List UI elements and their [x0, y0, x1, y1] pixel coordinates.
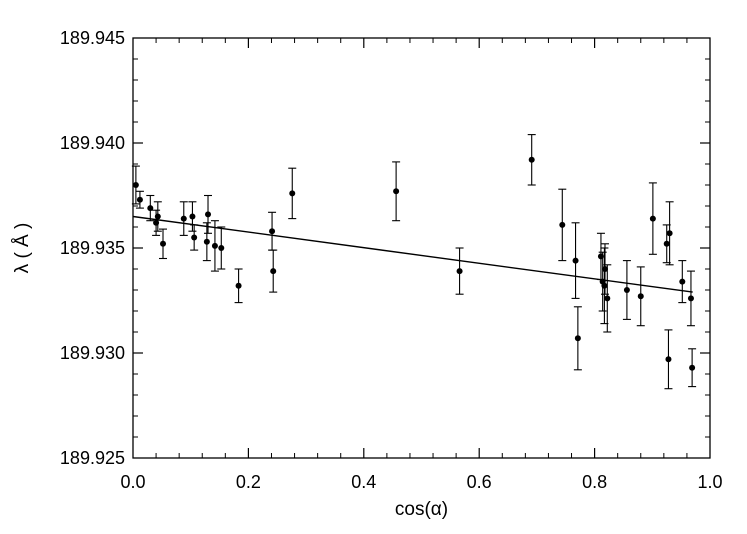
data-point-group: [648, 182, 657, 255]
data-point-group: [190, 224, 199, 251]
y-tick-label: 189.940: [60, 133, 125, 153]
x-tick-label: 0.6: [467, 472, 492, 492]
data-point: [456, 268, 463, 275]
data-point-group: [188, 201, 197, 232]
data-point: [637, 293, 644, 300]
data-point: [601, 282, 608, 289]
data-point: [235, 282, 242, 289]
data-point: [289, 190, 296, 197]
data-point-group: [678, 260, 687, 304]
data-point-group: [217, 226, 226, 270]
data-point: [663, 240, 670, 247]
data-point-group: [179, 201, 188, 236]
fit-line-group: [132, 215, 693, 293]
data-point: [132, 182, 139, 188]
data-point-group: [664, 329, 673, 390]
x-tick-labels: 0.0 0.2 0.4 0.6 0.8 1.0: [120, 472, 722, 492]
y-tick-label: 189.935: [60, 238, 125, 258]
y-axis-title: λ ( Å ): [12, 223, 33, 274]
data-point: [270, 268, 277, 275]
data-point-group: [268, 211, 277, 251]
data-point: [147, 205, 154, 212]
data-point: [160, 240, 167, 247]
data-point: [623, 287, 630, 293]
data-point: [211, 242, 218, 249]
data-point: [528, 156, 535, 163]
data-point-group: [688, 348, 697, 388]
data-point-group: [210, 220, 219, 272]
data-point: [189, 213, 196, 220]
data-point: [604, 295, 611, 302]
data-point-group: [558, 188, 567, 262]
data-point: [559, 221, 566, 228]
data-point: [154, 213, 161, 220]
x-tick-label: 0.2: [236, 472, 261, 492]
data-point: [574, 335, 581, 342]
data-point-group: [455, 247, 464, 295]
x-tick-label: 0.8: [582, 472, 607, 492]
data-point: [205, 211, 212, 218]
data-point: [203, 238, 210, 245]
data-point-group: [146, 194, 155, 222]
data-point: [269, 228, 276, 235]
data-point-group: [159, 228, 168, 260]
data-point: [665, 356, 672, 363]
x-axis-title: cos(α): [395, 499, 448, 520]
data-point-group: [622, 260, 631, 320]
fit-line: [132, 215, 693, 293]
data-point-group: [153, 201, 162, 232]
data-point-group: [686, 270, 695, 327]
data-point-group: [571, 222, 580, 299]
data-point: [666, 230, 673, 237]
y-tick-labels: 189.925 189.930 189.935 189.940 189.945: [60, 28, 125, 468]
data-points: [131, 134, 697, 390]
y-tick-label: 189.925: [60, 448, 125, 468]
data-point-group: [600, 247, 609, 325]
data-point: [687, 295, 694, 302]
data-point-group: [527, 134, 536, 186]
data-point: [136, 196, 143, 203]
y-tick-label: 189.945: [60, 28, 125, 48]
axis-ticks: [133, 38, 710, 458]
data-point-group: [636, 266, 645, 327]
data-point: [679, 278, 686, 285]
data-point-group: [269, 249, 278, 293]
data-point-group: [596, 232, 605, 281]
data-point: [649, 215, 656, 222]
data-point: [191, 234, 198, 241]
data-point-group: [665, 201, 674, 266]
x-tick-label: 0.4: [351, 472, 376, 492]
data-point-group: [135, 190, 144, 209]
data-point-group: [234, 268, 243, 304]
data-point-group: [603, 264, 612, 333]
y-tick-label: 189.930: [60, 343, 125, 363]
x-tick-label: 0.0: [120, 472, 145, 492]
data-point: [572, 257, 579, 264]
data-point: [393, 188, 400, 195]
x-tick-label: 1.0: [697, 472, 722, 492]
data-point-group: [573, 306, 582, 371]
data-point-group: [202, 222, 211, 262]
data-point: [601, 266, 608, 272]
data-point-group: [131, 165, 140, 205]
data-point: [218, 245, 225, 251]
data-point-group: [392, 161, 401, 222]
data-point: [689, 364, 696, 371]
data-point: [180, 215, 187, 222]
data-point-group: [288, 167, 297, 220]
data-point-group: [204, 194, 213, 234]
